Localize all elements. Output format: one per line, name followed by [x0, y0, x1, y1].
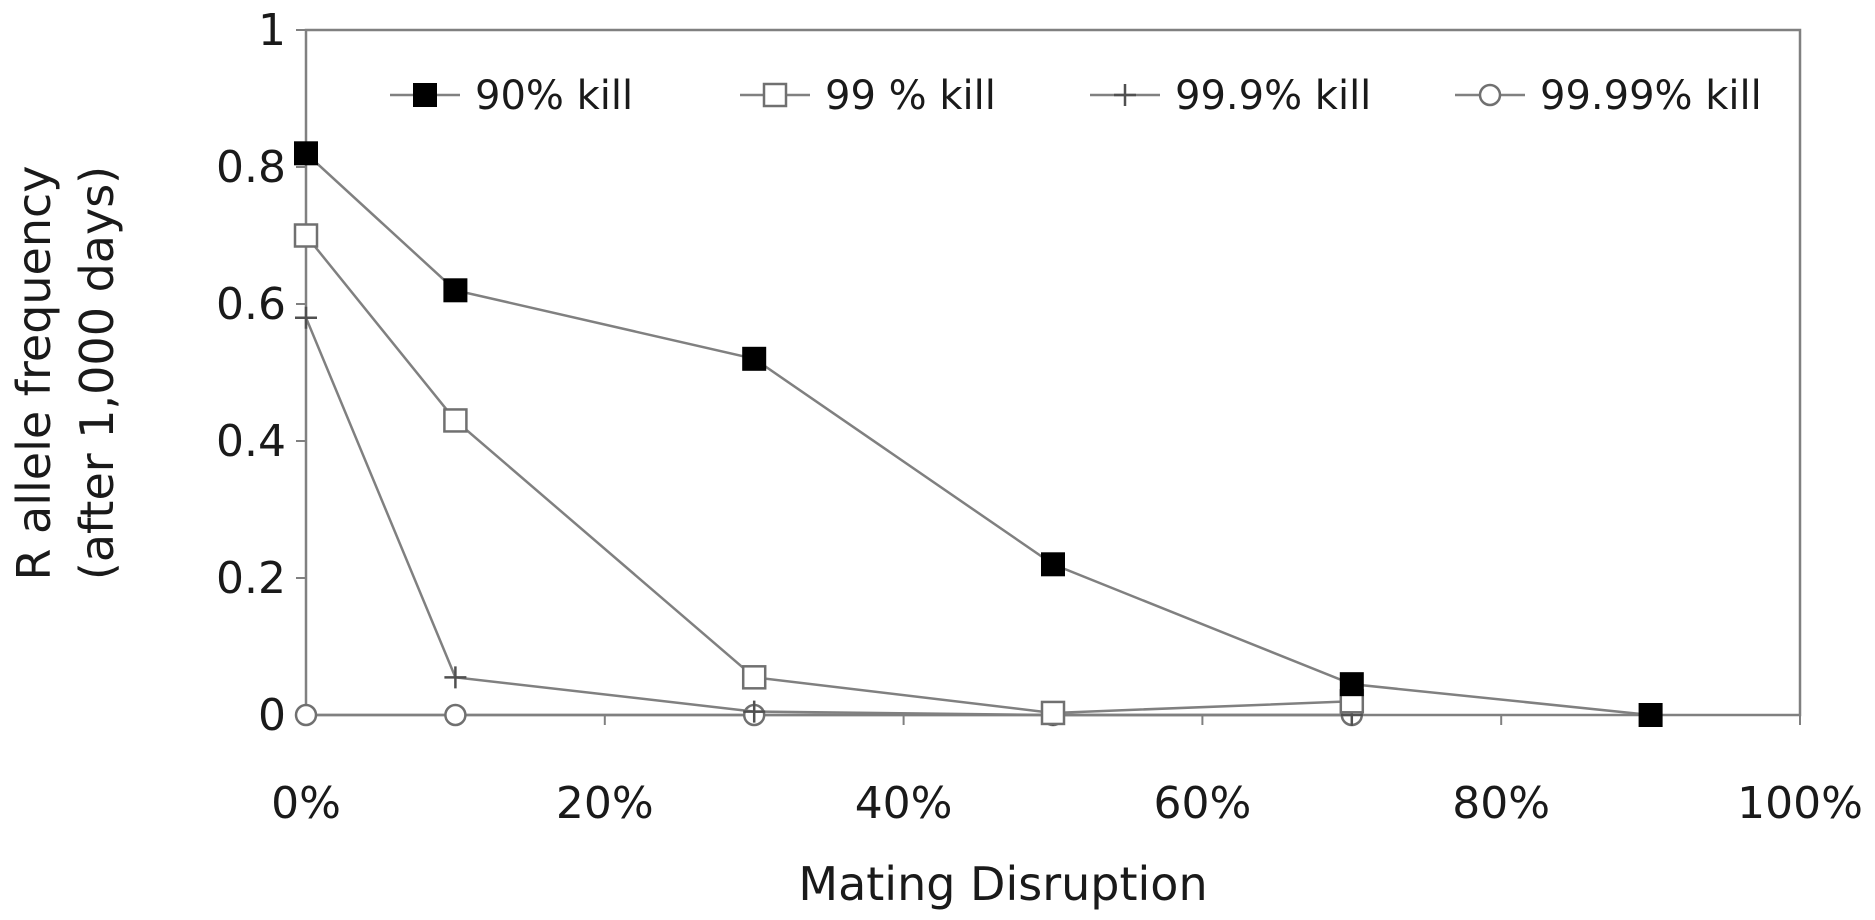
- data-point: [1639, 703, 1663, 727]
- x-tick-label: 80%: [1452, 778, 1550, 829]
- data-point: [1340, 672, 1364, 696]
- y-tick-label: 1: [258, 5, 286, 56]
- data-point: [445, 705, 465, 725]
- y-tick-label: 0.2: [216, 553, 286, 604]
- chart: 0 0.2 0.4 0.6 0.8 1 0% 20% 40% 60% 80% 100% 90% kil…: [0, 0, 1875, 920]
- x-tick-label: 0%: [271, 778, 341, 829]
- legend-marker: [1480, 85, 1500, 105]
- x-tick-label: 60%: [1154, 778, 1252, 829]
- legend-marker: [413, 83, 437, 107]
- data-point: [295, 225, 317, 247]
- data-point: [444, 409, 466, 431]
- data-point: [294, 141, 318, 165]
- x-axis-title: Mating Disruption: [798, 857, 1207, 911]
- x-tick-label: 40%: [855, 778, 953, 829]
- data-point: [443, 278, 467, 302]
- plot-area: [306, 30, 1800, 715]
- data-point: [1041, 552, 1065, 576]
- y-axis-title-line2: (after 1,000 days): [70, 166, 124, 580]
- y-tick-label: 0: [258, 690, 286, 741]
- legend-label: 99.9% kill: [1175, 73, 1371, 119]
- legend-marker: [764, 84, 786, 106]
- y-tick-label: 0.4: [216, 416, 286, 467]
- legend-label: 99 % kill: [825, 73, 996, 119]
- data-point: [296, 705, 316, 725]
- legend-label: 99.99% kill: [1540, 73, 1762, 119]
- x-tick-label: 100%: [1737, 778, 1863, 829]
- x-tick-label: 20%: [556, 778, 654, 829]
- y-axis-title-line1: R allele frequency: [7, 165, 61, 580]
- y-tick-label: 0.6: [216, 279, 286, 330]
- data-point: [742, 347, 766, 371]
- legend-label: 90% kill: [475, 73, 633, 119]
- data-point: [743, 666, 765, 688]
- y-tick-label: 0.8: [216, 142, 286, 193]
- data-point: [1042, 702, 1064, 724]
